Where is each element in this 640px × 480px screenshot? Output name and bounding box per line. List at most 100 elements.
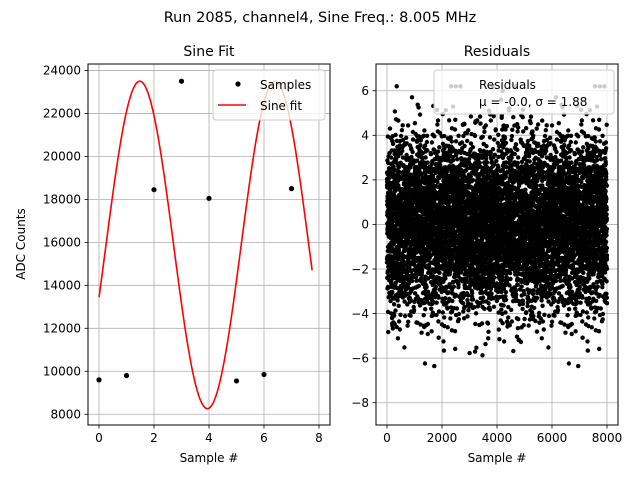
residual-point	[433, 284, 438, 290]
residual-point	[404, 141, 409, 146]
residual-point	[417, 112, 423, 117]
residual-point	[499, 307, 504, 312]
residual-point	[467, 350, 472, 356]
residual-point	[409, 95, 415, 100]
residual-point	[419, 276, 424, 281]
residual-point	[391, 242, 396, 247]
residual-point	[404, 135, 409, 140]
residual-point	[394, 84, 399, 89]
residual-point	[395, 285, 400, 291]
residual-point	[483, 341, 488, 347]
residual-point	[392, 109, 398, 114]
legend-sine-fit-label: Sine fit	[260, 99, 302, 113]
residual-point	[456, 133, 461, 138]
residual-point	[412, 291, 418, 296]
residual-point	[423, 307, 428, 312]
residual-point	[402, 345, 407, 350]
residuals-title: Residuals	[464, 44, 530, 60]
legend-samples-label: Samples	[260, 78, 311, 92]
residual-point	[448, 316, 453, 321]
residual-point	[456, 311, 462, 317]
residual-point	[478, 121, 483, 126]
residual-point	[387, 126, 393, 131]
sine-fit-x-axis-label: Sample #	[180, 451, 239, 465]
residual-point	[399, 284, 404, 290]
residual-point	[519, 284, 524, 289]
legend-samples-marker	[235, 81, 241, 87]
residual-point	[410, 275, 415, 280]
residual-point	[468, 114, 474, 119]
residual-point	[390, 326, 395, 331]
residual-point	[503, 174, 508, 179]
residual-point	[430, 174, 436, 179]
residual-point	[509, 319, 515, 324]
residual-point	[482, 129, 487, 134]
residual-point	[503, 290, 509, 295]
residual-point	[460, 301, 466, 306]
residual-point	[425, 148, 430, 153]
residual-point	[427, 264, 432, 270]
residual-point	[419, 267, 425, 272]
residual-point	[392, 313, 397, 318]
sample-point	[123, 372, 130, 379]
residual-point	[516, 155, 521, 160]
residual-point	[470, 145, 476, 150]
residual-point	[456, 317, 461, 322]
residual-point	[511, 348, 516, 354]
residual-point	[430, 273, 436, 279]
residual-point	[402, 299, 407, 304]
residual-point	[451, 284, 456, 289]
residual-point	[484, 144, 489, 149]
sine-fit-legend: Samples Sine fit	[212, 69, 326, 121]
residual-point	[406, 281, 411, 286]
residual-point	[488, 150, 493, 156]
residual-point	[470, 178, 476, 183]
residual-point	[397, 327, 403, 332]
residual-point	[399, 148, 405, 154]
residual-point	[429, 140, 435, 145]
residual-point	[390, 289, 395, 295]
residual-point	[469, 291, 475, 296]
residual-point	[435, 122, 440, 127]
residual-point	[409, 154, 414, 160]
residual-point	[492, 275, 497, 280]
sine-fit-y-ticks: 8000100001200014000160001800020000220002…	[43, 64, 88, 422]
residual-point	[391, 302, 397, 307]
residual-point	[435, 179, 440, 185]
residual-point	[422, 128, 427, 133]
residual-point	[500, 278, 505, 283]
residual-point	[428, 152, 434, 157]
x-tick-label: 4	[205, 431, 213, 445]
residual-point	[497, 337, 502, 342]
residual-point	[502, 134, 507, 140]
residual-point	[508, 276, 513, 282]
residual-point	[412, 121, 418, 126]
residual-point	[424, 133, 430, 138]
residual-point	[437, 145, 442, 150]
residual-point	[434, 300, 439, 305]
residual-point	[414, 139, 420, 144]
residual-point	[394, 138, 399, 143]
residual-point	[484, 160, 490, 165]
residual-point	[466, 308, 471, 313]
sample-point	[288, 186, 295, 192]
y-tick-label: 14000	[43, 279, 81, 293]
residual-point	[496, 132, 501, 137]
residual-point	[445, 306, 450, 311]
residual-point	[429, 306, 434, 311]
residual-point	[515, 160, 520, 166]
residual-point	[410, 162, 416, 167]
residual-point	[466, 128, 471, 133]
residual-point	[395, 298, 400, 303]
residual-point	[405, 123, 411, 128]
residual-point	[441, 339, 446, 344]
residual-point	[477, 160, 482, 165]
residual-point	[414, 278, 419, 283]
residual-point	[450, 158, 456, 163]
residual-point	[503, 140, 509, 146]
residual-point	[487, 135, 493, 140]
figure-suptitle: Run 2085, channel4, Sine Freq.: 8.005 MH…	[164, 10, 477, 26]
x-tick-label: 6	[260, 431, 268, 445]
